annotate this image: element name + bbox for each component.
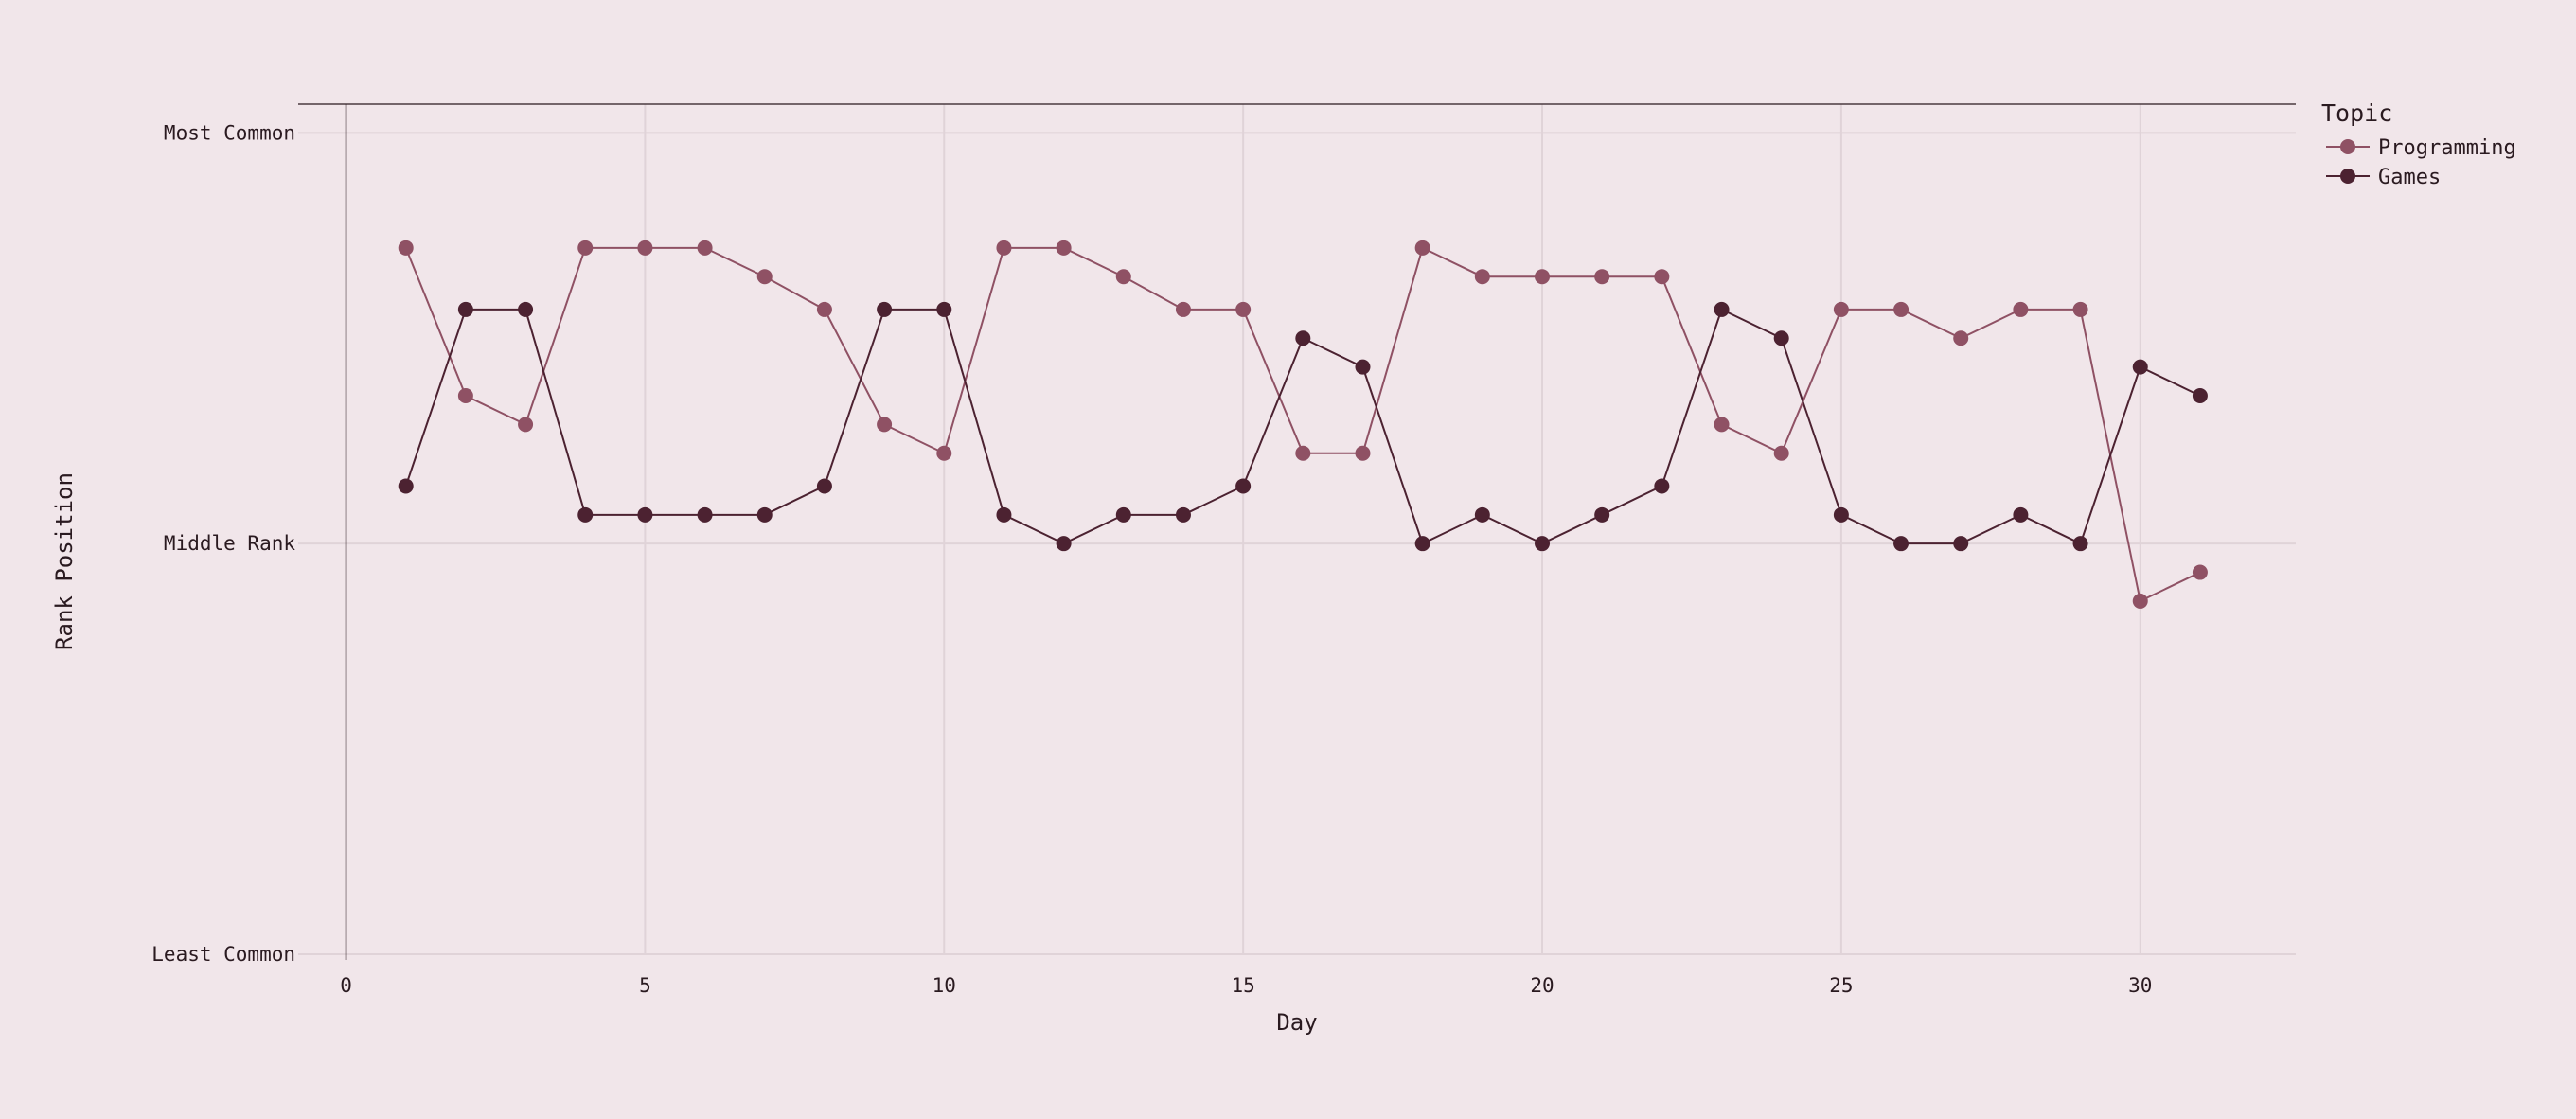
data-point-games [398, 478, 414, 494]
series-group [398, 240, 2208, 609]
data-point-games [518, 301, 534, 317]
data-point-programming [1115, 269, 1131, 285]
x-axis-title: Day [1276, 1009, 1317, 1036]
data-point-games [1773, 330, 1789, 346]
data-point-programming [1414, 240, 1430, 256]
data-point-games [1355, 359, 1371, 375]
data-point-games [1893, 536, 1910, 552]
data-point-programming [1594, 269, 1610, 285]
data-point-games [1414, 536, 1430, 552]
data-point-games [2013, 506, 2029, 523]
y-tick-label: Middle Rank [164, 532, 295, 555]
data-point-programming [1235, 301, 1252, 317]
data-point-programming [697, 240, 713, 256]
data-point-games [1295, 330, 1311, 346]
data-point-programming [756, 269, 773, 285]
data-point-programming [1295, 445, 1311, 461]
x-tick-label: 5 [639, 974, 651, 997]
grid-lines [298, 104, 2296, 955]
x-tick-label: 15 [1231, 974, 1254, 997]
data-point-programming [518, 417, 534, 433]
data-point-programming [1056, 240, 1072, 256]
x-tick-label: 30 [2128, 974, 2152, 997]
legend-label-games: Games [2378, 166, 2441, 189]
data-point-programming [398, 240, 414, 256]
data-point-programming [877, 417, 893, 433]
data-point-games [996, 506, 1012, 523]
data-point-programming [1355, 445, 1371, 461]
data-point-games [1235, 478, 1252, 494]
legend-title: Topic [2321, 99, 2392, 127]
data-point-games [1474, 506, 1490, 523]
data-point-games [1833, 506, 1849, 523]
data-point-games [1714, 301, 1730, 317]
data-point-programming [936, 445, 952, 461]
data-point-programming [577, 240, 594, 256]
y-tick-label: Least Common [151, 943, 295, 966]
data-point-games [936, 301, 952, 317]
data-point-programming [457, 388, 473, 404]
data-point-programming [816, 301, 832, 317]
data-point-programming [1773, 445, 1789, 461]
data-point-programming [1654, 269, 1670, 285]
data-point-games [577, 506, 594, 523]
data-point-programming [2013, 301, 2029, 317]
data-point-games [1594, 506, 1610, 523]
data-point-games [816, 478, 832, 494]
data-point-programming [996, 240, 1012, 256]
data-point-games [877, 301, 893, 317]
data-point-games [1056, 536, 1072, 552]
data-point-games [1535, 536, 1551, 552]
data-point-games [2132, 359, 2148, 375]
data-point-programming [1175, 301, 1191, 317]
series-line-programming [404, 246, 2201, 603]
y-tick-label: Most Common [164, 121, 295, 144]
x-tick-label: 25 [1829, 974, 1853, 997]
data-point-programming [2132, 593, 2148, 609]
data-point-games [1953, 536, 1969, 552]
x-tick-label: 20 [1530, 974, 1554, 997]
data-point-programming [1953, 330, 1969, 346]
legend-label-programming: Programming [2378, 136, 2516, 160]
data-point-programming [1833, 301, 1849, 317]
data-point-programming [1474, 269, 1490, 285]
data-point-programming [2072, 301, 2088, 317]
legend: Topic Programming Games [2321, 99, 2516, 189]
x-tick-label: 10 [933, 974, 956, 997]
data-point-games [756, 506, 773, 523]
data-point-programming [637, 240, 653, 256]
data-point-programming [1714, 417, 1730, 433]
data-point-programming [2192, 564, 2208, 580]
legend-swatch-marker [2340, 139, 2355, 154]
data-point-programming [1893, 301, 1910, 317]
data-point-games [1654, 478, 1670, 494]
data-point-games [457, 301, 473, 317]
data-point-games [2072, 536, 2088, 552]
data-point-games [2192, 388, 2208, 404]
legend-swatch-marker [2340, 169, 2355, 184]
data-point-games [1115, 506, 1131, 523]
data-point-games [697, 506, 713, 523]
x-tick-label: 0 [340, 974, 352, 997]
y-axis-title: Rank Position [51, 472, 78, 650]
data-point-programming [1535, 269, 1551, 285]
data-point-games [1175, 506, 1191, 523]
data-point-games [637, 506, 653, 523]
axes: 0 5 10 15 20 25 30 Least Common Middle Rank Most … [51, 103, 2296, 1036]
